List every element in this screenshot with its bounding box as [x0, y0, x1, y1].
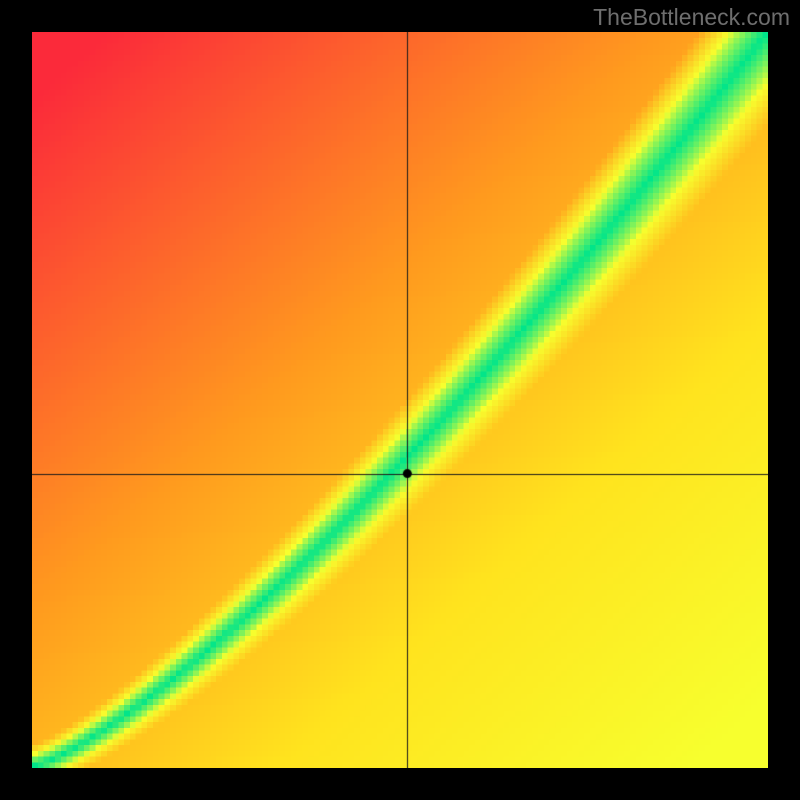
- watermark-text: TheBottleneck.com: [593, 4, 790, 31]
- chart-stage: TheBottleneck.com: [0, 0, 800, 800]
- heatmap-canvas: [32, 32, 768, 768]
